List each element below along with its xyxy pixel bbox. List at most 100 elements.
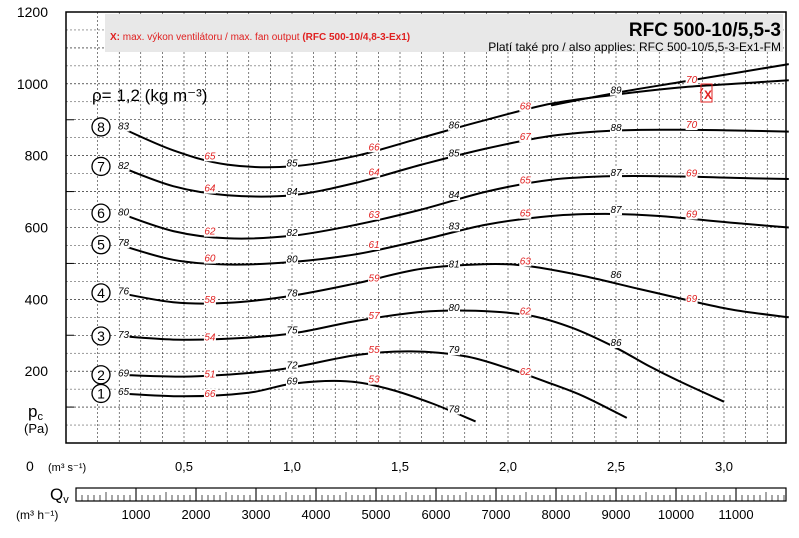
x-tick-label: 1,5 xyxy=(391,459,409,474)
qv-tick-label: 5000 xyxy=(362,507,391,522)
efficiency-label: 70 xyxy=(686,75,698,86)
speed-circle xyxy=(91,235,111,255)
efficiency-labels: 65 66 69 53 78 69 51 72 55 79 62 73 54 75 57 80 62 86 76 58… xyxy=(117,74,698,415)
efficiency-label-bg xyxy=(368,142,381,153)
efficiency-label: 83 xyxy=(448,221,460,232)
efficiency-label-bg xyxy=(448,221,460,232)
speed-circle xyxy=(91,283,111,303)
efficiency-label: 68 xyxy=(520,102,532,113)
efficiency-label-bg xyxy=(368,239,381,250)
efficiency-label: 69 xyxy=(286,376,298,387)
x-axis-unit: (m³ s⁻¹) xyxy=(48,462,86,474)
efficiency-label: 65 xyxy=(118,387,130,398)
efficiency-label-bg xyxy=(368,167,381,178)
efficiency-label-bg xyxy=(117,121,130,132)
efficiency-label-bg xyxy=(519,256,532,267)
efficiency-label-bg xyxy=(286,325,298,336)
efficiency-label-bg xyxy=(448,148,460,159)
curve-3 xyxy=(119,309,725,403)
max-output-note: X: max. výkon ventilátoru / max. fan out… xyxy=(110,32,410,43)
speed-label: 3 xyxy=(97,328,105,344)
chart-subtitle: Platí také pro / also applies: RFC 500-1… xyxy=(488,40,781,54)
efficiency-label: 80 xyxy=(286,254,298,265)
efficiency-label: 85 xyxy=(286,158,298,169)
efficiency-label-bg xyxy=(519,132,532,143)
efficiency-label: 88 xyxy=(610,123,622,134)
efficiency-label: 64 xyxy=(204,184,216,195)
efficiency-label: 65 xyxy=(204,151,216,162)
efficiency-label-bg xyxy=(519,366,532,377)
efficiency-label: 55 xyxy=(369,345,381,356)
efficiency-label: 85 xyxy=(448,149,460,160)
efficiency-label: 67 xyxy=(520,132,532,143)
y-axis-unit: (Pa) xyxy=(24,421,49,436)
note-text: max. výkon ventilátoru / max. fan output xyxy=(120,32,302,43)
qv-scale-bar xyxy=(75,487,787,502)
speed-circle xyxy=(91,383,111,404)
qv-tick-label: 6000 xyxy=(422,507,451,522)
qv-tick-label: 8000 xyxy=(542,507,571,522)
efficiency-label: 84 xyxy=(448,190,460,201)
efficiency-label: 61 xyxy=(369,240,380,251)
curve-9 xyxy=(551,63,789,107)
efficiency-label-bg xyxy=(610,85,622,96)
efficiency-label-bg xyxy=(203,332,216,343)
efficiency-label-bg xyxy=(610,269,622,280)
efficiency-label: 83 xyxy=(118,121,130,132)
efficiency-label: 63 xyxy=(520,256,532,267)
efficiency-label-bg xyxy=(519,101,532,112)
efficiency-label-bg xyxy=(448,345,460,356)
speed-label: 4 xyxy=(97,285,105,301)
efficiency-label: 54 xyxy=(204,333,216,344)
speed-label: 8 xyxy=(97,119,105,135)
efficiency-label: 78 xyxy=(448,404,460,415)
x-tick-label: 2,5 xyxy=(607,459,625,474)
qv-tick-label: 11000 xyxy=(718,507,753,522)
efficiency-label: 70 xyxy=(686,120,698,131)
efficiency-label-bg xyxy=(368,345,381,356)
speed-circle xyxy=(91,156,111,177)
y-axis-symbol: pc xyxy=(28,402,43,423)
efficiency-label: 75 xyxy=(286,325,298,336)
efficiency-label-bg xyxy=(368,273,381,284)
efficiency-label-bg xyxy=(286,158,298,169)
efficiency-label: 65 xyxy=(520,176,532,187)
efficiency-label-bg xyxy=(286,187,298,198)
efficiency-label: 62 xyxy=(520,367,532,378)
efficiency-label-bg xyxy=(368,374,381,385)
efficiency-label-bg xyxy=(685,168,698,179)
efficiency-label-bg xyxy=(203,151,216,162)
efficiency-label-bg xyxy=(286,360,298,371)
efficiency-label: 51 xyxy=(204,369,215,380)
x-tick-label: 3,0 xyxy=(715,459,733,474)
efficiency-label: 84 xyxy=(286,187,298,198)
efficiency-label-bg xyxy=(117,368,130,379)
curve-5 xyxy=(118,212,789,266)
curve-1 xyxy=(119,379,476,423)
efficiency-label-bg xyxy=(286,376,298,387)
speed-circle xyxy=(91,117,111,137)
efficiency-label-bg xyxy=(368,209,381,220)
note-model: (RFC 500-10/4,8-3-Ex1) xyxy=(302,32,410,43)
qv-tick-label: 10000 xyxy=(658,507,694,522)
efficiency-label-bg xyxy=(117,286,130,297)
efficiency-label: 53 xyxy=(369,375,381,386)
speed-circle xyxy=(91,326,111,346)
efficiency-label-bg xyxy=(610,123,622,134)
max-output-marker: X xyxy=(704,88,712,102)
efficiency-label: 63 xyxy=(369,210,381,221)
efficiency-label-bg xyxy=(368,311,381,322)
efficiency-label-bg xyxy=(448,259,460,270)
x-tick-label: 2,0 xyxy=(499,459,517,474)
efficiency-label: 86 xyxy=(610,338,622,349)
efficiency-label: 69 xyxy=(686,168,698,179)
efficiency-label: 80 xyxy=(448,303,460,314)
qv-scale-labels: 1000 2000 3000 4000 5000 6000 7000 8000 9000 1000… xyxy=(122,507,754,522)
efficiency-label: 81 xyxy=(448,260,459,271)
efficiency-label-bg xyxy=(685,120,698,131)
efficiency-label: 87 xyxy=(610,168,622,179)
efficiency-label: 69 xyxy=(686,294,698,305)
y-tick-label: 800 xyxy=(25,148,49,164)
efficiency-label: 89 xyxy=(610,86,622,97)
efficiency-label: 57 xyxy=(369,311,381,322)
